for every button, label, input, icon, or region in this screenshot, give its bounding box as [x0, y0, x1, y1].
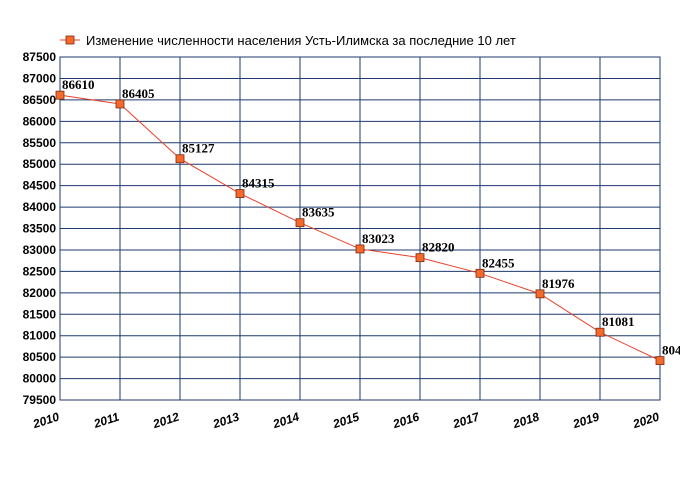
- x-tick-label: 2012: [150, 409, 181, 431]
- legend-marker: [65, 35, 75, 45]
- y-tick-label: 84500: [23, 179, 57, 193]
- data-label: 86405: [122, 86, 155, 101]
- data-point: [355, 244, 365, 254]
- x-tick-label: 2013: [210, 409, 241, 431]
- x-tick-label: 2015: [330, 409, 361, 431]
- data-point: [655, 356, 665, 365]
- plot-border: [59, 56, 661, 401]
- x-tick-label: 2019: [570, 409, 601, 431]
- y-tick-label: 85000: [23, 157, 57, 171]
- data-labels: 86610 86405 85127 84315 83635 83023 82820 82455…: [62, 77, 680, 357]
- x-tick-label: 2016: [390, 409, 421, 431]
- data-point: [475, 268, 485, 278]
- y-tick-label: 79500: [23, 393, 57, 407]
- data-label: 83023: [362, 231, 395, 246]
- data-label: 81081: [602, 314, 635, 329]
- data-point: [535, 289, 545, 299]
- y-tick-label: 87500: [23, 50, 57, 64]
- x-tick-label: 2014: [270, 409, 301, 431]
- y-tick-label: 83500: [23, 222, 57, 236]
- data-label: 82820: [422, 240, 455, 255]
- y-tick-label: 87000: [23, 71, 57, 85]
- data-point: [415, 253, 425, 263]
- data-point: [115, 99, 125, 109]
- data-label: 81976: [542, 276, 575, 291]
- y-tick-label: 85500: [23, 136, 57, 150]
- y-tick-label: 84000: [23, 200, 57, 214]
- x-tick-label: 2017: [450, 409, 482, 431]
- y-tick-label: 83000: [23, 243, 57, 257]
- legend-label: Изменение численности населения Усть-Или…: [86, 33, 516, 48]
- x-tick-label: 2010: [30, 409, 61, 431]
- x-axis-ticks: 2010 2011 2012 2013 2014 2015 2016 2017 2018 2019…: [30, 409, 661, 431]
- y-tick-label: 81500: [23, 307, 57, 321]
- data-label: 83635: [302, 205, 335, 220]
- data-point: [55, 90, 65, 100]
- x-tick-label: 2020: [630, 409, 661, 431]
- y-tick-label: 86000: [23, 114, 57, 128]
- data-label: 85127: [182, 141, 215, 156]
- y-tick-label: 81000: [23, 329, 57, 343]
- y-axis-ticks: 79500 80000 80500 81000 81500 82000 82500 83000…: [23, 50, 57, 407]
- y-tick-label: 80000: [23, 372, 57, 386]
- grid: [59, 56, 661, 401]
- data-label: 82455: [482, 255, 515, 270]
- y-tick-label: 80500: [23, 350, 57, 364]
- data-label: 84315: [242, 176, 275, 191]
- data-label: 80419: [662, 343, 680, 358]
- data-point: [235, 189, 245, 198]
- y-tick-label: 86500: [23, 93, 57, 107]
- series-group: [55, 90, 665, 365]
- data-point: [295, 218, 305, 228]
- legend: Изменение численности населения Усть-Или…: [60, 33, 516, 48]
- y-tick-label: 82500: [23, 264, 57, 278]
- y-tick-label: 82000: [23, 286, 57, 300]
- data-point: [595, 327, 605, 337]
- data-label: 86610: [62, 77, 95, 92]
- x-tick-label: 2011: [91, 409, 121, 431]
- x-tick-label: 2018: [510, 409, 541, 431]
- data-point: [175, 154, 185, 164]
